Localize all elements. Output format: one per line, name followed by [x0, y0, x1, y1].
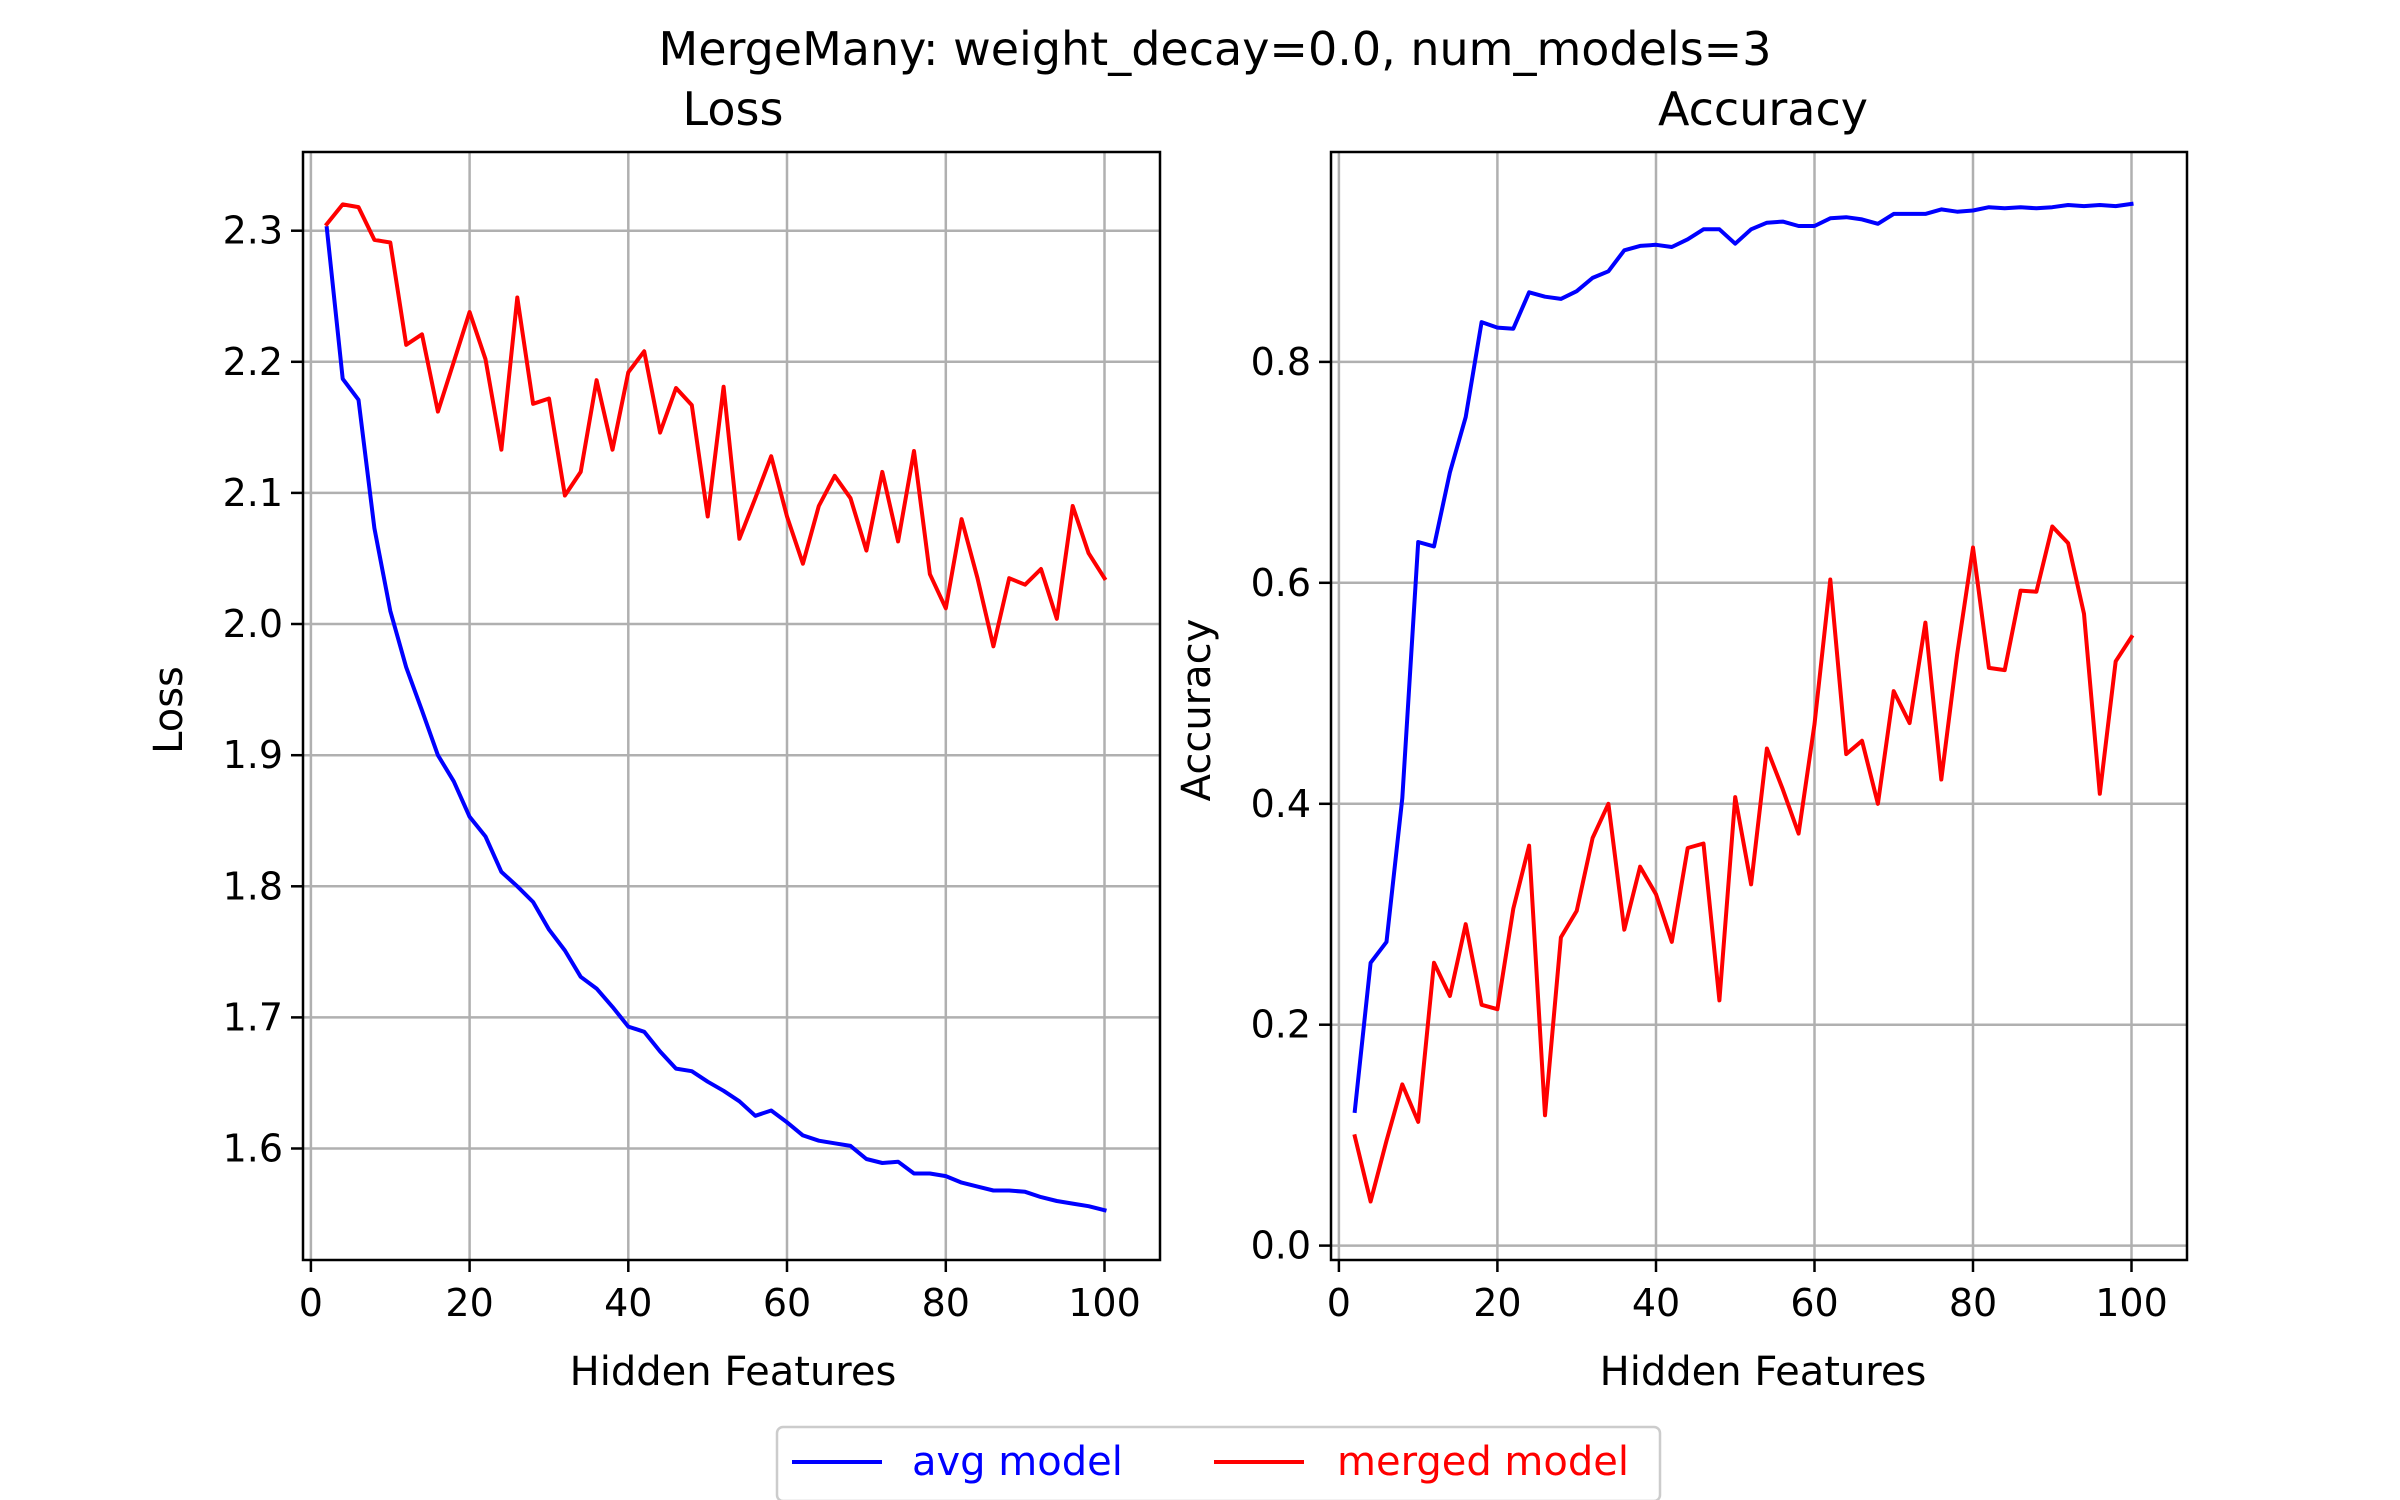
loss-y-axis-label: Loss [146, 666, 192, 754]
accuracy-panel-title: Accuracy [1658, 82, 1868, 136]
legend-merged-model-label: merged model [1337, 1439, 1629, 1485]
figure-suptitle: MergeMany: weight_decay=0.0, num_models=… [659, 22, 1772, 76]
accuracy-x-tick-label: 60 [1790, 1281, 1838, 1325]
loss-y-tick-label: 2.2 [223, 340, 283, 384]
loss-x-tick-label: 0 [299, 1281, 323, 1325]
loss-plot-area: 0 20 40 60 80 100 1.6 1.7 1.8 1.9 2.0 2.1 2.2 2.3 [223, 150, 1162, 1325]
accuracy-axes-frame [1329, 150, 2189, 1262]
accuracy-x-tick-label: 40 [1632, 1281, 1680, 1325]
legend: avg model merged model [775, 1425, 1662, 1500]
loss-panel: Loss Hidden Features Loss 0 20 40 60 80 100 1.… [146, 82, 1162, 1395]
loss-axes-frame [301, 150, 1162, 1262]
loss-x-tick-label: 60 [763, 1281, 811, 1325]
loss-x-tick-label: 20 [445, 1281, 493, 1325]
loss-x-tick-label: 40 [604, 1281, 652, 1325]
accuracy-y-tick-label: 0.8 [1251, 340, 1311, 384]
accuracy-x-tick-label: 100 [2095, 1281, 2168, 1325]
accuracy-y-tick-label: 0.6 [1251, 561, 1311, 605]
loss-merged-model-line [323, 202, 1108, 649]
accuracy-y-tick-label: 0.2 [1251, 1003, 1311, 1047]
loss-avg-model-line [324, 225, 1107, 1213]
loss-y-tick-label: 2.0 [223, 602, 283, 646]
accuracy-x-tick-label: 80 [1949, 1281, 1997, 1325]
loss-x-tick-label: 80 [922, 1281, 970, 1325]
loss-y-tick-label: 1.7 [223, 995, 283, 1039]
legend-avg-model-label: avg model [912, 1439, 1123, 1485]
loss-y-tick-label: 2.3 [223, 209, 283, 253]
accuracy-y-tick-label: 0.0 [1251, 1224, 1311, 1268]
loss-panel-title: Loss [683, 82, 784, 136]
accuracy-avg-model-line [1352, 201, 2134, 1114]
accuracy-merged-model-line [1352, 524, 2135, 1204]
loss-x-axis-label: Hidden Features [570, 1349, 897, 1395]
accuracy-y-tick-label: 0.4 [1251, 782, 1311, 826]
accuracy-x-tick-label: 20 [1473, 1281, 1521, 1325]
loss-y-tick-label: 1.9 [223, 733, 283, 777]
accuracy-x-tick-label: 0 [1327, 1281, 1351, 1325]
accuracy-y-axis-label: Accuracy [1174, 619, 1220, 802]
accuracy-x-axis-label: Hidden Features [1600, 1349, 1927, 1395]
loss-y-tick-label: 2.1 [223, 471, 283, 515]
loss-y-tick-label: 1.6 [223, 1127, 283, 1171]
loss-y-tick-label: 1.8 [223, 864, 283, 908]
accuracy-plot-area: 0 20 40 60 80 100 0.0 0.2 0.4 0.6 0.8 [1251, 150, 2189, 1325]
accuracy-panel: Accuracy Hidden Features Accuracy 0 20 40 6… [1174, 82, 2189, 1395]
loss-x-tick-label: 100 [1068, 1281, 1141, 1325]
